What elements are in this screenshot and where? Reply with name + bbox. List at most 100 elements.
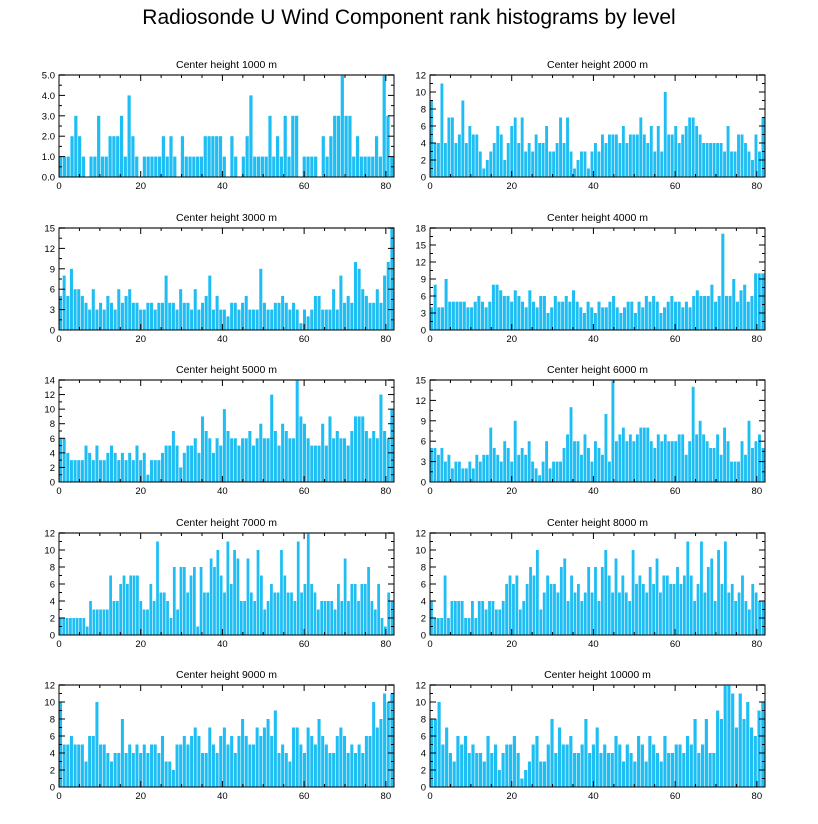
histogram-bar bbox=[164, 445, 168, 482]
histogram-bar bbox=[109, 761, 114, 787]
histogram-bar bbox=[460, 744, 464, 787]
histogram-bar bbox=[182, 452, 186, 482]
histogram-bar bbox=[493, 744, 498, 787]
histogram-bar bbox=[201, 753, 205, 787]
histogram-bar bbox=[682, 575, 686, 635]
histogram-bar bbox=[597, 601, 601, 635]
histogram-bar bbox=[676, 567, 679, 635]
histogram-bar bbox=[550, 307, 554, 330]
histogram-bar bbox=[480, 301, 485, 330]
y-tick-label: 6 bbox=[421, 292, 426, 303]
histogram-bar bbox=[542, 296, 546, 330]
histogram-bar bbox=[249, 592, 253, 635]
histogram-bar bbox=[281, 296, 285, 330]
panel-title: Center height 3000 m bbox=[176, 212, 277, 224]
histogram-bar bbox=[190, 445, 194, 482]
histogram-bar bbox=[343, 302, 347, 330]
histogram-bar bbox=[91, 460, 95, 482]
histogram-bar bbox=[733, 461, 737, 482]
histogram-bar bbox=[503, 160, 507, 177]
histogram-bar bbox=[520, 778, 524, 787]
histogram-bar bbox=[719, 719, 723, 787]
histogram-bar bbox=[324, 744, 328, 787]
histogram-bar bbox=[313, 592, 317, 635]
histogram-bar bbox=[370, 601, 374, 635]
x-tick-label: 0 bbox=[56, 334, 61, 345]
histogram-bar bbox=[614, 558, 618, 635]
histogram-bar bbox=[513, 117, 517, 177]
histogram-bar bbox=[706, 567, 710, 635]
histogram-bar bbox=[695, 434, 699, 482]
histogram-bar bbox=[222, 409, 226, 482]
histogram-bar bbox=[62, 618, 66, 635]
histogram-bar bbox=[255, 438, 259, 482]
histogram-bar bbox=[117, 460, 121, 482]
histogram-bar bbox=[128, 289, 132, 330]
chart-panel-7: Center height 7000 m 0 20 40 60 80 0 2 4 6 8 10 12 bbox=[44, 517, 395, 650]
histogram-bar bbox=[157, 156, 162, 177]
histogram-bar bbox=[126, 584, 129, 635]
histogram-bar bbox=[528, 290, 532, 330]
histogram-bar bbox=[499, 461, 503, 482]
histogram-bar bbox=[204, 296, 208, 330]
histogram-bar bbox=[102, 744, 106, 787]
histogram-bar bbox=[714, 301, 718, 330]
x-tick-label: 80 bbox=[752, 181, 763, 192]
chart-panel-4: Center height 4000 m 0 20 40 60 80 0 3 6 9 12 15 18 bbox=[415, 212, 766, 345]
histogram-bar bbox=[93, 156, 97, 177]
y-tick-label: 10 bbox=[415, 546, 426, 557]
y-tick-label: 10 bbox=[44, 405, 55, 416]
histogram-bar bbox=[382, 75, 386, 177]
histogram-bar bbox=[464, 468, 468, 482]
histogram-bar bbox=[190, 736, 194, 787]
histogram-bar bbox=[372, 702, 376, 787]
histogram-bar bbox=[73, 744, 77, 787]
y-tick-label: 2.0 bbox=[42, 132, 55, 143]
histogram-bar bbox=[440, 83, 444, 177]
x-tick-label: 0 bbox=[427, 181, 432, 192]
histogram-bar bbox=[213, 567, 216, 635]
y-tick-label: 3 bbox=[50, 305, 55, 316]
histogram-bar bbox=[80, 744, 84, 787]
histogram-bar bbox=[80, 296, 84, 330]
histogram-bar bbox=[160, 302, 164, 330]
histogram-bar bbox=[222, 727, 226, 787]
histogram-bar bbox=[510, 301, 514, 330]
histogram-bar bbox=[375, 727, 379, 787]
histogram-bar bbox=[590, 307, 594, 330]
histogram-bar bbox=[611, 134, 615, 177]
histogram-bar bbox=[535, 736, 539, 787]
histogram-bar bbox=[153, 460, 157, 482]
histogram-bar bbox=[588, 753, 592, 787]
histogram-bar bbox=[686, 541, 690, 635]
y-tick-label: 2 bbox=[50, 766, 55, 777]
histogram-bar bbox=[279, 156, 284, 177]
histogram-bar bbox=[216, 550, 220, 635]
histogram-bar bbox=[754, 134, 758, 177]
histogram-bar bbox=[652, 584, 656, 635]
histogram-bar bbox=[712, 753, 716, 787]
histogram-bar bbox=[539, 609, 543, 635]
histogram-bar bbox=[215, 296, 219, 330]
histogram-bar bbox=[583, 434, 587, 482]
histogram-bar bbox=[433, 284, 437, 330]
panel-title: Center height 8000 m bbox=[547, 517, 648, 529]
histogram-bar bbox=[437, 702, 441, 787]
histogram-bar bbox=[80, 460, 84, 482]
histogram-bar bbox=[751, 160, 754, 177]
histogram-bar bbox=[245, 136, 249, 177]
histogram-bar bbox=[464, 618, 467, 635]
histogram-bar bbox=[709, 448, 713, 482]
chart-panel-10: Center height 10000 m 0 20 40 60 80 0 2 4 6 8 10 12 bbox=[415, 669, 766, 802]
histogram-bar bbox=[91, 736, 95, 787]
histogram-bar bbox=[182, 567, 186, 635]
y-tick-label: 12 bbox=[415, 681, 426, 692]
histogram-bar bbox=[590, 151, 594, 177]
histogram-bar bbox=[186, 592, 190, 635]
x-tick-label: 80 bbox=[752, 334, 763, 345]
histogram-bar bbox=[512, 584, 515, 635]
histogram-bar bbox=[712, 143, 716, 177]
histogram-bar bbox=[659, 592, 662, 635]
y-tick-label: 4 bbox=[421, 597, 426, 608]
histogram-bar bbox=[467, 618, 471, 635]
